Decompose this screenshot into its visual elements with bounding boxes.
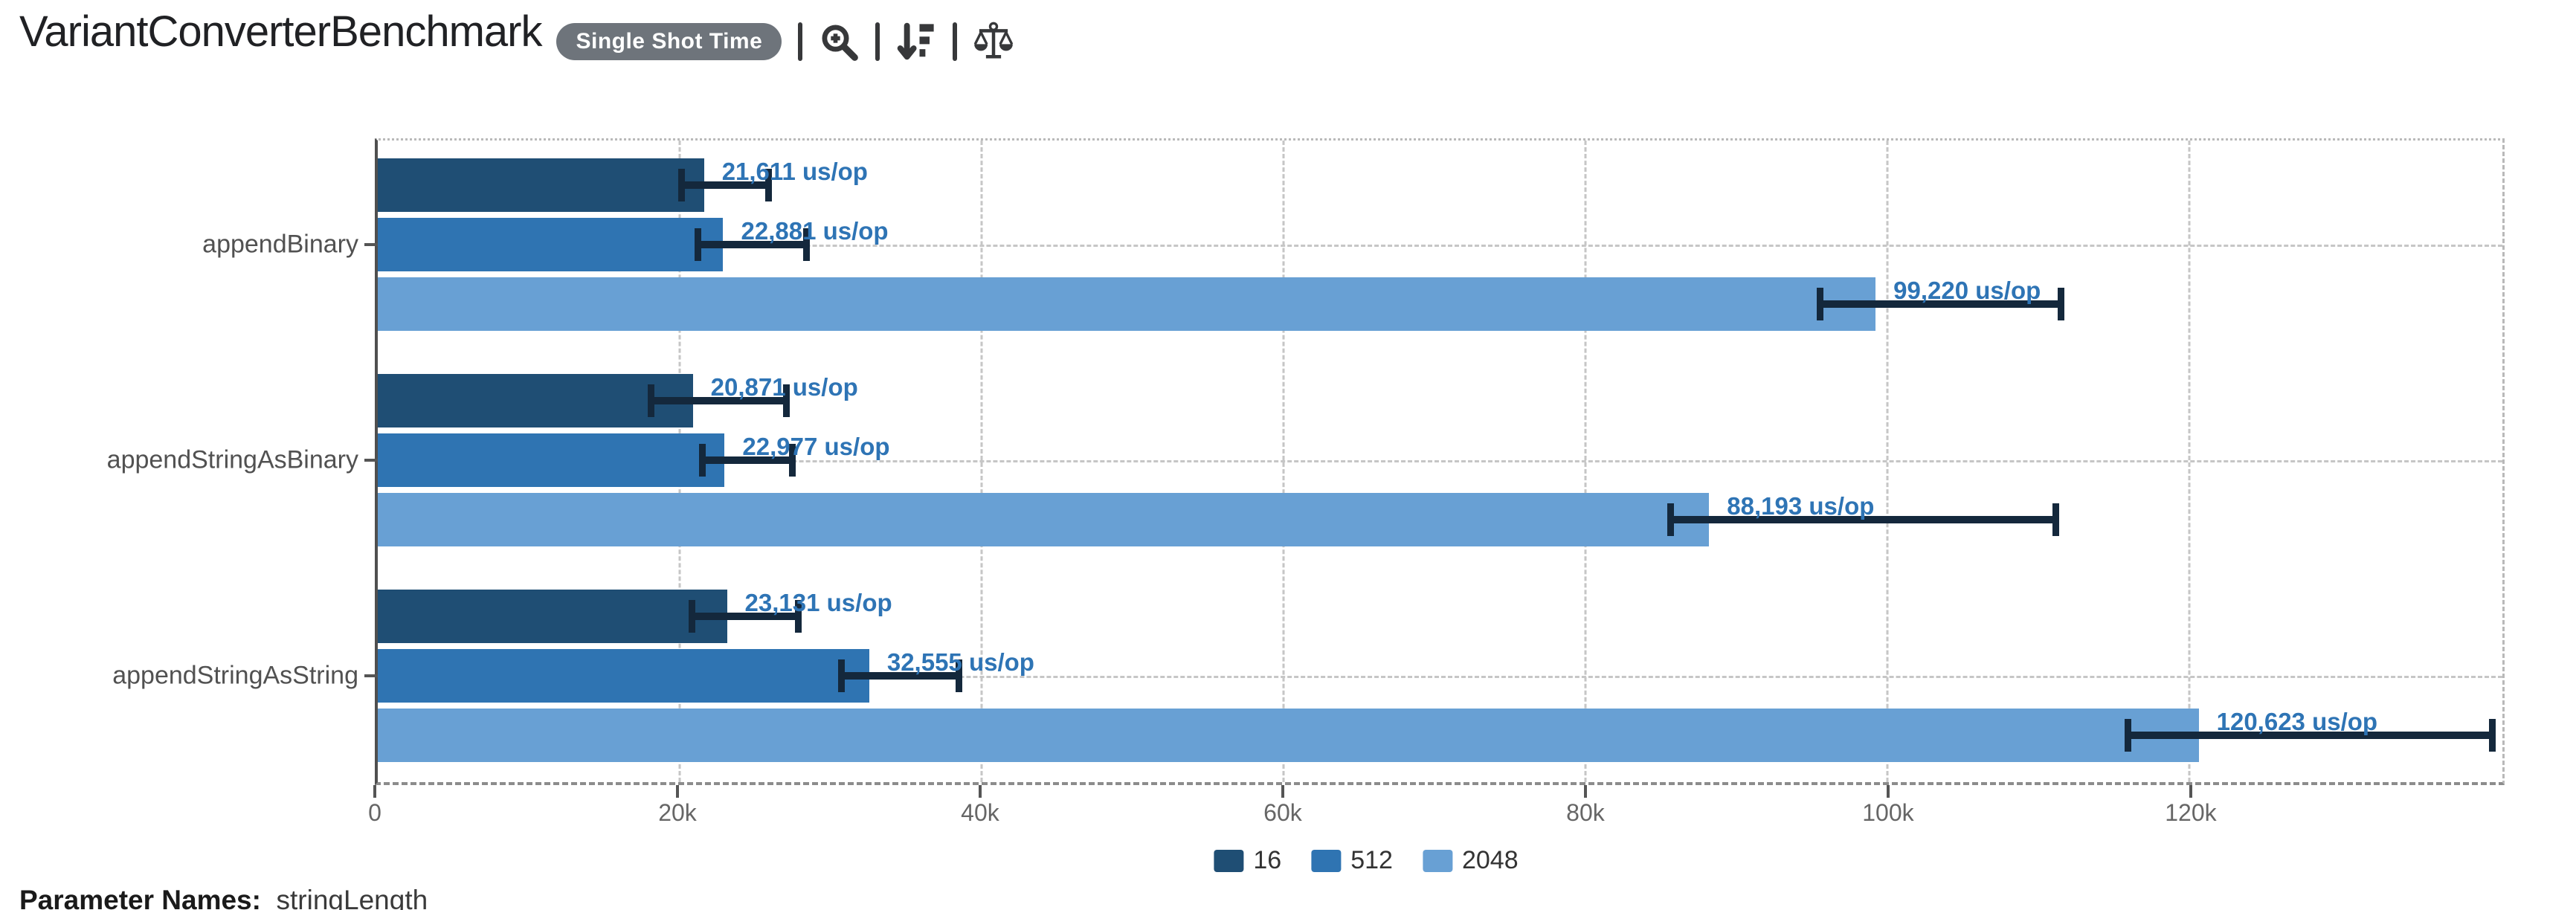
legend-item-512[interactable]: 512 (1311, 846, 1393, 875)
y-axis-tick (364, 674, 378, 677)
category-label: appendStringAsString (112, 661, 358, 690)
value-label: 88,193 us/op (1727, 492, 1875, 520)
legend-swatch (1214, 849, 1244, 872)
bar-group: 23,131 us/op 32,555 us/op 120,623 us/op (378, 589, 2502, 762)
bar-appendBinary-2048 (378, 277, 1876, 331)
toolbar-separator (953, 22, 958, 61)
bar-row: 99,220 us/op (378, 277, 2502, 331)
parameter-names-value-text: stringLength (276, 885, 428, 910)
grid-line-horizontal (378, 676, 2502, 678)
x-axis-tick (1583, 785, 1587, 798)
bar-row: 20,871 us/op (378, 373, 2502, 427)
category-label: appendStringAsBinary (106, 445, 358, 474)
header: VariantConverterBenchmark Single Shot Ti… (19, 7, 1014, 61)
x-axis-tick (1886, 785, 1890, 798)
parameter-names-value (268, 885, 276, 910)
category-band: appendStringAsBinary 20,871 us/op 22,977 u… (107, 356, 2502, 572)
bar-appendStringAsString-16 (378, 590, 727, 643)
mode-badge: Single Shot Time (556, 23, 782, 60)
legend-swatch (1311, 849, 1342, 872)
bar-appendStringAsBinary-2048 (378, 493, 1710, 546)
value-label: 20,871 us/op (710, 373, 858, 401)
x-axis-tick (1281, 785, 1284, 798)
toolbar-separator (875, 22, 880, 61)
x-tick-label: 60k (1263, 799, 1302, 826)
bar-row: 32,555 us/op (378, 648, 2502, 703)
category-label: appendBinary (202, 230, 358, 259)
grid-line-horizontal (378, 460, 2502, 462)
y-axis-tick (364, 243, 378, 246)
category-band: appendBinary 21,611 us/op 22,881 us/op 99,2… (202, 141, 2502, 356)
error-bar (677, 169, 772, 201)
parameter-names-label: Parameter Names: (19, 885, 261, 910)
grid-line-horizontal (378, 245, 2502, 247)
error-bar (699, 444, 796, 477)
legend-label: 2048 (1461, 846, 1519, 874)
error-bar (648, 384, 790, 417)
plot-area: appendBinary 21,611 us/op 22,881 us/op 99,2… (107, 138, 2505, 787)
value-label: 32,555 us/op (886, 648, 1034, 676)
error-bar (2124, 719, 2496, 752)
bar-appendBinary-16 (378, 158, 704, 212)
header-toolbar: Single Shot Time (556, 22, 1014, 61)
error-bar (1816, 288, 2064, 320)
x-tick-label: 120k (2165, 799, 2217, 826)
x-tick-label: 0 (368, 799, 381, 826)
x-axis-tick (978, 785, 982, 798)
x-tick-label: 100k (1862, 799, 1914, 826)
error-bar (695, 228, 810, 261)
x-axis: 0 20k 40k 60k 80k 100k 120k (368, 785, 2505, 830)
value-label: 99,220 us/op (1893, 277, 2041, 304)
legend-label: 16 (1253, 846, 1282, 874)
value-label: 120,623 us/op (2216, 708, 2378, 735)
value-label: 22,881 us/op (741, 217, 889, 245)
legend-item-2048[interactable]: 2048 (1422, 846, 1519, 875)
bar-appendStringAsBinary-512 (378, 433, 725, 487)
bar-row: 22,977 us/op (378, 433, 2502, 487)
footer: Parameter Names: stringLength (19, 885, 428, 910)
error-bar (838, 659, 963, 692)
bar-row: 21,611 us/op (378, 158, 2502, 212)
legend-label: 512 (1350, 846, 1393, 874)
balance-scale-icon[interactable] (973, 22, 1014, 62)
x-tick-label: 80k (1566, 799, 1605, 826)
value-label: 23,131 us/op (744, 589, 892, 616)
benchmark-title: VariantConverterBenchmark (19, 7, 542, 56)
category-band: appendStringAsString 23,131 us/op 32,555 u… (112, 572, 2502, 787)
bar-appendStringAsBinary-16 (378, 374, 693, 427)
value-label: 22,977 us/op (742, 433, 890, 460)
x-axis-tick (676, 785, 679, 798)
bar-row: 22,881 us/op (378, 217, 2502, 271)
bar-appendStringAsString-512 (378, 649, 869, 703)
bar-group: 21,611 us/op 22,881 us/op 99,220 us/op (378, 158, 2502, 331)
y-axis-tick (364, 459, 378, 462)
zoom-in-icon[interactable] (819, 22, 859, 62)
legend-swatch (1422, 849, 1452, 872)
x-axis-tick (373, 785, 376, 798)
bar-appendStringAsString-2048 (378, 709, 2199, 762)
value-label: 21,611 us/op (721, 158, 868, 185)
x-tick-label: 20k (658, 799, 697, 826)
bar-appendBinary-512 (378, 218, 724, 271)
bar-row: 120,623 us/op (378, 708, 2502, 762)
legend-item-16[interactable]: 16 (1214, 846, 1281, 875)
toolbar-separator (798, 22, 803, 61)
legend: 16 512 2048 (1214, 846, 1519, 875)
bar-group: 20,871 us/op 22,977 us/op 88,193 us/op (378, 373, 2502, 546)
x-tick-label: 40k (961, 799, 999, 826)
error-bar (1667, 503, 2060, 536)
error-bar (689, 600, 802, 633)
bar-row: 23,131 us/op (378, 589, 2502, 643)
sort-amount-down-icon[interactable] (896, 22, 936, 62)
bar-row: 88,193 us/op (378, 492, 2502, 546)
x-axis-tick (2189, 785, 2192, 798)
